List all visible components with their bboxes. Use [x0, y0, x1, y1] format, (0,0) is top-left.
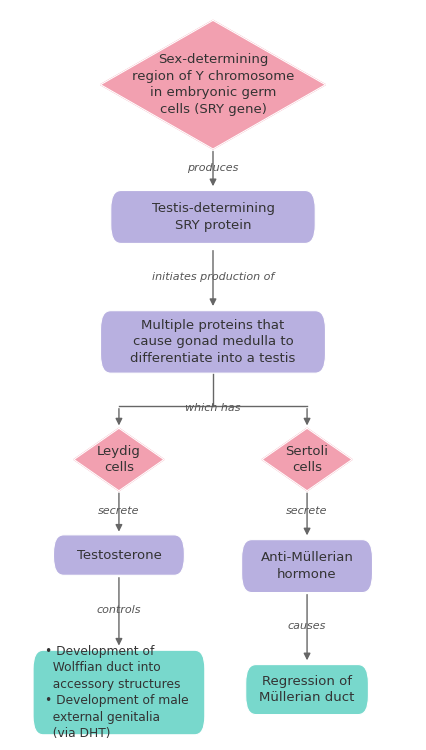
- Text: secrete: secrete: [286, 506, 328, 516]
- FancyBboxPatch shape: [111, 190, 315, 244]
- FancyBboxPatch shape: [33, 650, 205, 735]
- Text: Testosterone: Testosterone: [77, 548, 161, 562]
- Text: produces: produces: [187, 163, 239, 172]
- FancyBboxPatch shape: [246, 664, 368, 715]
- Polygon shape: [74, 428, 164, 490]
- Text: Leydig
cells: Leydig cells: [97, 445, 141, 474]
- Polygon shape: [262, 428, 352, 490]
- Text: Regression of
Müllerian duct: Regression of Müllerian duct: [259, 675, 355, 704]
- Text: Anti-Müllerian
hormone: Anti-Müllerian hormone: [261, 551, 354, 580]
- Text: initiates production of: initiates production of: [152, 272, 274, 282]
- Polygon shape: [101, 20, 325, 149]
- Text: which has: which has: [185, 404, 241, 413]
- Text: controls: controls: [97, 605, 141, 615]
- Text: Testis-determining
SRY protein: Testis-determining SRY protein: [152, 202, 274, 232]
- Text: causes: causes: [288, 621, 326, 632]
- Text: • Development of
  Wolffian duct into
  accessory structures
• Development of ma: • Development of Wolffian duct into acce…: [45, 645, 189, 740]
- Text: Sex-determining
region of Y chromosome
in embryonic germ
cells (SRY gene): Sex-determining region of Y chromosome i…: [132, 53, 294, 116]
- FancyBboxPatch shape: [101, 310, 325, 374]
- FancyBboxPatch shape: [242, 540, 372, 592]
- Text: secrete: secrete: [98, 506, 140, 516]
- FancyBboxPatch shape: [54, 535, 184, 575]
- Text: Sertoli
cells: Sertoli cells: [285, 445, 328, 474]
- Text: Multiple proteins that
cause gonad medulla to
differentiate into a testis: Multiple proteins that cause gonad medul…: [130, 319, 296, 365]
